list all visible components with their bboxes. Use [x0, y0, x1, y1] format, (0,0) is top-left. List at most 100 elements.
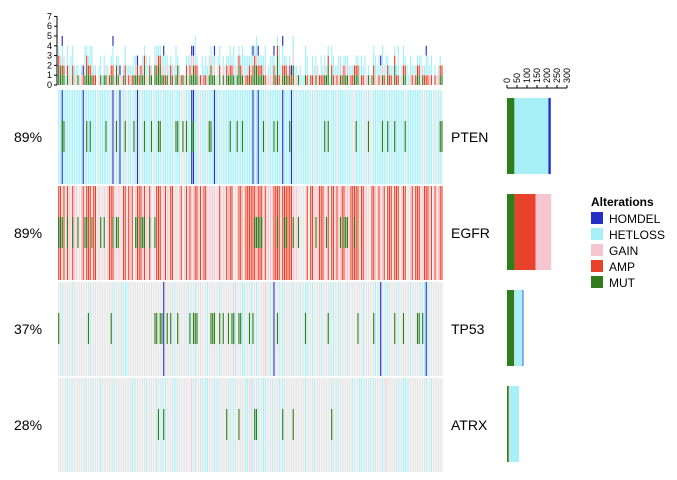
top-bar-gain — [324, 65, 326, 76]
cell-atrx — [436, 378, 438, 472]
cell-tp53 — [180, 282, 182, 376]
cell-egfr — [282, 186, 284, 280]
cell-egfr — [429, 186, 431, 280]
top-bar-hetloss — [178, 65, 181, 76]
cell-atrx — [371, 378, 373, 472]
cell-pten — [308, 90, 310, 184]
cell-tp53 — [289, 282, 291, 376]
legend-label-homdel: HOMDEL — [609, 212, 661, 226]
top-bar-mut — [439, 75, 441, 85]
matrix-row-bg-atrx — [58, 378, 443, 472]
cell-atrx — [129, 378, 132, 472]
top-axis-tick-label: 7 — [47, 11, 52, 21]
cell-tp53 — [306, 282, 308, 376]
top-bar-mut — [61, 65, 63, 85]
cell-egfr — [280, 186, 282, 280]
top-bar-gain — [75, 75, 77, 85]
cell-egfr — [212, 186, 214, 280]
cell-pten — [425, 90, 427, 184]
cell-pten — [121, 90, 123, 184]
top-bar-amp — [350, 75, 352, 85]
cell-atrx — [338, 378, 340, 472]
top-bar-mut — [89, 75, 91, 85]
top-bar-amp — [131, 75, 133, 85]
cell-atrx — [124, 378, 126, 472]
top-bar-amp — [203, 75, 205, 85]
cell-pten — [171, 90, 174, 184]
top-axis-tick-label: 5 — [47, 31, 52, 41]
mut-mark-egfr — [86, 217, 88, 249]
cell-atrx — [140, 378, 142, 472]
cell-tp53 — [278, 282, 280, 376]
top-bar-mut — [327, 65, 329, 85]
gene-label-atrx: ATRX — [451, 417, 488, 433]
cell-pten — [341, 90, 343, 184]
top-bar-hetloss — [275, 65, 277, 76]
mut-mark-pten — [262, 121, 265, 153]
top-bar-amp — [373, 65, 375, 76]
top-bar-homdel — [380, 55, 382, 66]
top-bar-hetloss — [210, 45, 212, 56]
cell-egfr — [294, 186, 296, 280]
mut-mark-tp53 — [196, 313, 198, 345]
cell-atrx — [213, 378, 216, 472]
cell-tp53 — [84, 282, 86, 376]
top-bar-mut — [103, 75, 105, 85]
cell-pten — [163, 90, 165, 184]
cell-atrx — [219, 378, 221, 472]
top-bar-hetloss — [238, 45, 240, 56]
cell-pten — [390, 90, 392, 184]
mut-mark-pten — [89, 121, 91, 153]
cell-atrx — [308, 378, 310, 472]
top-bar-hetloss — [86, 45, 88, 56]
cell-pten — [338, 90, 340, 184]
cell-pten — [436, 90, 438, 184]
top-bar-gain — [271, 75, 273, 85]
top-bar-amp — [276, 45, 279, 56]
cell-pten — [322, 90, 324, 184]
cell-tp53 — [108, 282, 111, 376]
cell-tp53 — [390, 282, 392, 376]
top-bar-hetloss — [362, 65, 364, 76]
top-bar-hetloss — [324, 55, 326, 66]
cell-pten — [149, 90, 151, 184]
top-bar-gain — [184, 75, 186, 85]
cell-tp53 — [322, 282, 324, 376]
side-bar-tp53-homdel — [522, 290, 524, 366]
top-bar-hetloss — [287, 65, 289, 76]
cell-tp53 — [185, 282, 188, 376]
top-bar-hetloss — [105, 65, 107, 76]
cell-pten — [72, 90, 74, 184]
top-bar-gain — [212, 65, 214, 76]
cell-tp53 — [201, 282, 203, 376]
cell-atrx — [107, 378, 109, 472]
mut-mark-egfr — [58, 217, 60, 249]
gene-label-egfr: EGFR — [451, 225, 490, 241]
top-bar-mut — [394, 65, 396, 85]
top-bar-hetloss — [343, 55, 345, 66]
mut-mark-pten — [327, 121, 329, 153]
top-bar-hetloss — [394, 45, 396, 56]
top-bar-hetloss — [350, 65, 352, 76]
top-bar-homdel — [163, 45, 165, 56]
cell-egfr — [427, 186, 429, 280]
cell-tp53 — [198, 282, 200, 376]
cell-tp53 — [164, 282, 167, 376]
top-bar-gain — [117, 65, 119, 76]
cell-pten — [313, 90, 315, 184]
cell-atrx — [233, 378, 235, 472]
cell-atrx — [73, 378, 76, 472]
cell-egfr — [229, 186, 231, 280]
cell-atrx — [399, 378, 401, 472]
top-bar-gain — [348, 75, 350, 85]
cell-atrx — [427, 378, 429, 472]
legend-swatch-homdel — [591, 212, 603, 224]
mut-mark-tp53 — [227, 313, 230, 345]
cell-atrx — [191, 378, 193, 472]
cell-tp53 — [348, 282, 350, 376]
mut-mark-egfr — [115, 217, 118, 249]
top-bar-amp — [427, 75, 429, 85]
cell-atrx — [390, 378, 392, 472]
cell-pten — [250, 90, 252, 184]
top-bar-mut — [157, 65, 160, 85]
